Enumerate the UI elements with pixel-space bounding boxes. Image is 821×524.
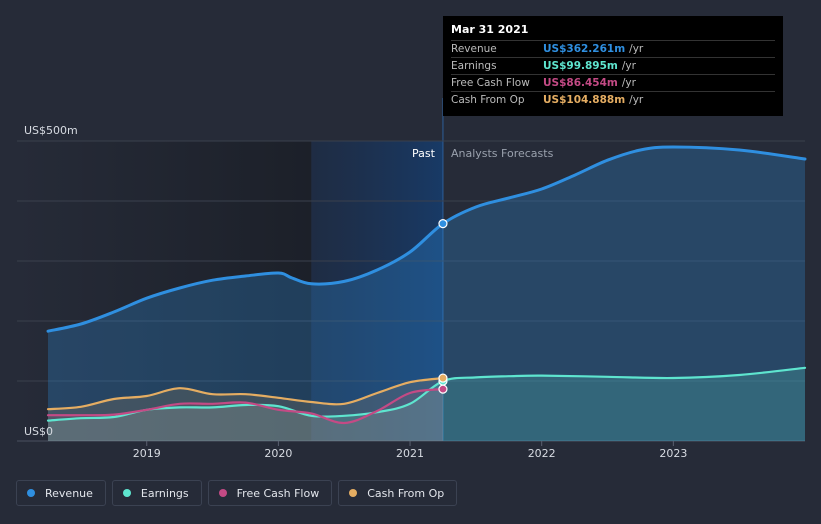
earnings-area — [48, 367, 805, 441]
x-tick-label: 2020 — [264, 447, 292, 460]
free-cash-flow-line — [46, 388, 445, 425]
x-tick-label: 2019 — [133, 447, 161, 460]
tooltip-unit: /yr — [621, 60, 636, 72]
legend-label: Revenue — [45, 486, 93, 500]
tooltip-label: Earnings — [451, 60, 497, 72]
tooltip-value: US$362.261m — [543, 43, 626, 55]
legend-dot-icon — [349, 489, 358, 497]
free-cash-flow-marker — [438, 384, 448, 394]
tooltip-value: US$86.454m — [543, 77, 618, 89]
tooltip-value: US$104.888m — [543, 94, 626, 106]
past-label: Past — [412, 147, 436, 160]
tooltip-row: Cash From Op US$104.888m/yr — [451, 91, 775, 108]
tooltip-unit: /yr — [629, 94, 644, 106]
legend-item-free-cash-flow[interactable]: Free Cash Flow — [207, 480, 333, 506]
tooltip-label: Cash From Op — [451, 94, 525, 106]
cash-from-op-area — [48, 378, 443, 441]
y-tick-label: US$0 — [24, 425, 53, 438]
cash-from-op-line — [46, 377, 445, 411]
x-tick-label: 2022 — [528, 447, 556, 460]
legend-dot-icon — [27, 489, 35, 497]
tooltip-row: Revenue US$362.261m/yr — [451, 40, 775, 57]
x-tick-label: 2021 — [396, 447, 424, 460]
tooltip-label: Revenue — [451, 43, 497, 55]
legend-label: Earnings — [140, 486, 189, 500]
tooltip-unit: /yr — [621, 77, 636, 89]
y-tick-label: US$500m — [24, 124, 78, 137]
tooltip-value: US$99.895m — [543, 60, 618, 72]
free-cash-flow-area — [48, 389, 443, 441]
tooltip-unit: /yr — [629, 43, 644, 55]
revenue-area — [48, 147, 805, 441]
legend-dot-icon — [122, 489, 131, 497]
tooltip-row: Free Cash Flow US$86.454m/yr — [451, 74, 775, 91]
revenue-marker — [438, 219, 448, 229]
tooltip-row: Earnings US$99.895m/yr — [451, 57, 775, 74]
revenue-line — [46, 145, 807, 333]
x-tick-label: 2023 — [659, 447, 687, 460]
legend-item-cash-from-op[interactable]: Cash From Op — [338, 480, 458, 506]
forecast-label: Analysts Forecasts — [451, 147, 554, 160]
financial-chart: US$0 US$500m 2019 2020 2021 2022 2023 Past Analy… — [17, 98, 807, 460]
legend-item-earnings[interactable]: Earnings — [111, 480, 202, 506]
legend-item-revenue[interactable]: Revenue — [16, 480, 106, 506]
chart-legend: Revenue Earnings Free Cash Flow Cash From O… — [16, 480, 458, 506]
legend-label: Cash From Op — [367, 486, 445, 500]
hover-tooltip: Mar 31 2021 Revenue US$362.261m/yr Earning… — [443, 16, 783, 116]
legend-label: Free Cash Flow — [236, 486, 320, 500]
tooltip-date: Mar 31 2021 — [451, 23, 529, 36]
tooltip-label: Free Cash Flow — [451, 77, 530, 89]
legend-dot-icon — [218, 489, 227, 497]
cash-from-op-marker — [438, 373, 448, 383]
